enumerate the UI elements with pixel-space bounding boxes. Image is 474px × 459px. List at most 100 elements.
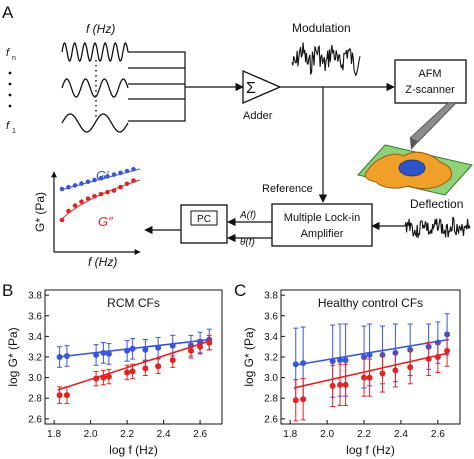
g-double-prime-point [79,199,84,204]
chart-healthy-control-cfs: Healthy control CFs 2.6 2.8 3.0 3.2 3.4 3.6 3.8… [242,289,461,457]
reference-label: Reference [262,183,313,195]
f1-subscript: 1 [12,128,16,135]
data-point [361,374,368,381]
fit-line [293,352,450,389]
panel-c-label: C [234,281,246,300]
x-axis-label: log f (Hz) [346,443,395,457]
fn-subscript: n [12,55,16,62]
data-point [56,354,63,360]
data-point [337,357,344,364]
modulation-noise-signal [291,42,361,77]
sine-wave-mid-freq [61,78,129,98]
fit-line [57,339,212,391]
y-axis-label: log G* (Pa) [6,327,20,386]
g-prime-label: G′ [96,168,109,183]
data-point [407,364,414,371]
amplifier-label: Amplifier [301,228,344,240]
adder-block: Σ Adder [242,70,282,122]
data-point [155,363,162,370]
sine-wave-low-freq [61,113,129,133]
g-double-prime-trend [59,179,141,222]
data-point [124,347,131,354]
data-point [142,365,149,372]
y-tick-label: 3.0 [264,373,278,384]
amplitude-label: A(f) [239,210,256,221]
x-tick-label: 2.0 [320,429,334,440]
data-point [93,351,100,358]
data-point [329,358,336,365]
y-tick-label: 3.4 [28,332,42,343]
data-point [366,374,373,381]
modulation-label: Modulation [292,21,351,35]
data-point [105,350,112,357]
x-tick-label: 2.2 [357,429,371,440]
data-point [444,347,451,354]
chart-title: RCM CFs [107,296,160,310]
data-point [342,357,349,364]
deflection-noise-signal [404,216,471,239]
y-tick-label: 3.8 [264,291,278,302]
y-tick-label: 3.8 [28,291,42,302]
y-tick-label: 2.6 [264,414,278,425]
y-tick-label: 2.8 [28,394,42,405]
pc-monitor-icon [190,210,218,226]
y-tick-label: 3.2 [28,353,42,364]
data-point [169,357,176,364]
data-point [392,367,399,374]
x-tick-label: 2.4 [157,429,171,440]
x-tick-label: 2.4 [394,429,408,440]
y-tick-label: 3.0 [28,373,42,384]
panel-a-schematic: A f (Hz) f n f 1 Σ Adder Modul [2,3,473,269]
data-point [379,370,386,377]
data-point [105,373,112,380]
data-point [434,354,441,360]
chart-rcm-cfs: RCM CFs 2.6 2.8 3.0 3.2 3.4 3.6 3.8 1.8 2.0 2.2 2.4… [6,289,223,457]
data-point [100,349,107,356]
data-point [206,339,213,346]
pc-label: PC [197,214,211,225]
x-tick-label: 1.8 [47,429,61,440]
data-point [300,396,307,403]
g-double-prime-label: G″ [98,214,113,229]
data-point [329,382,336,389]
x-tick-label: 2.0 [84,429,98,440]
x-axis-label: log f (Hz) [109,443,158,457]
mini-g-axis-label: G* (Pa) [33,192,47,232]
data-point [292,361,299,368]
fit-line [293,338,450,367]
data-point [142,346,149,353]
g-double-prime-point [59,217,65,223]
g-double-prime-point [72,203,78,208]
deflection-label: Deflection [410,197,463,211]
data-point [300,360,307,367]
afm-cantilever-icon [409,102,457,150]
y-axis-label: log G* (Pa) [242,327,256,386]
z-scanner-label: Z-scanner [405,84,455,96]
data-point [292,397,299,404]
data-point [63,352,70,359]
y-tick-label: 2.6 [28,414,42,425]
data-point [93,375,100,382]
f1-label: f [6,120,10,132]
x-tick-label: 2.6 [431,429,445,440]
g-prime-trend [59,168,141,191]
adder-label: Adder [243,110,273,122]
y-tick-label: 2.8 [264,394,278,405]
series-g-double-prime [56,334,213,404]
lockin-amplifier-box [271,203,373,247]
lockin-label: Multiple Lock-in [284,212,360,224]
data-point [129,345,136,352]
x-tick-label: 2.6 [193,429,207,440]
panel-a-label: A [2,3,14,22]
data-point [100,374,107,381]
data-point [124,369,131,376]
series-g-double-prime [292,334,451,422]
series-g-prime [292,313,451,401]
frequency-header: f (Hz) [86,22,115,36]
data-point [361,354,368,360]
fn-label: f [6,47,10,59]
afm-z-scanner-box [394,59,467,104]
vertical-ellipsis-icon [8,71,12,108]
plot-frame [44,289,223,425]
data-point [342,381,349,388]
